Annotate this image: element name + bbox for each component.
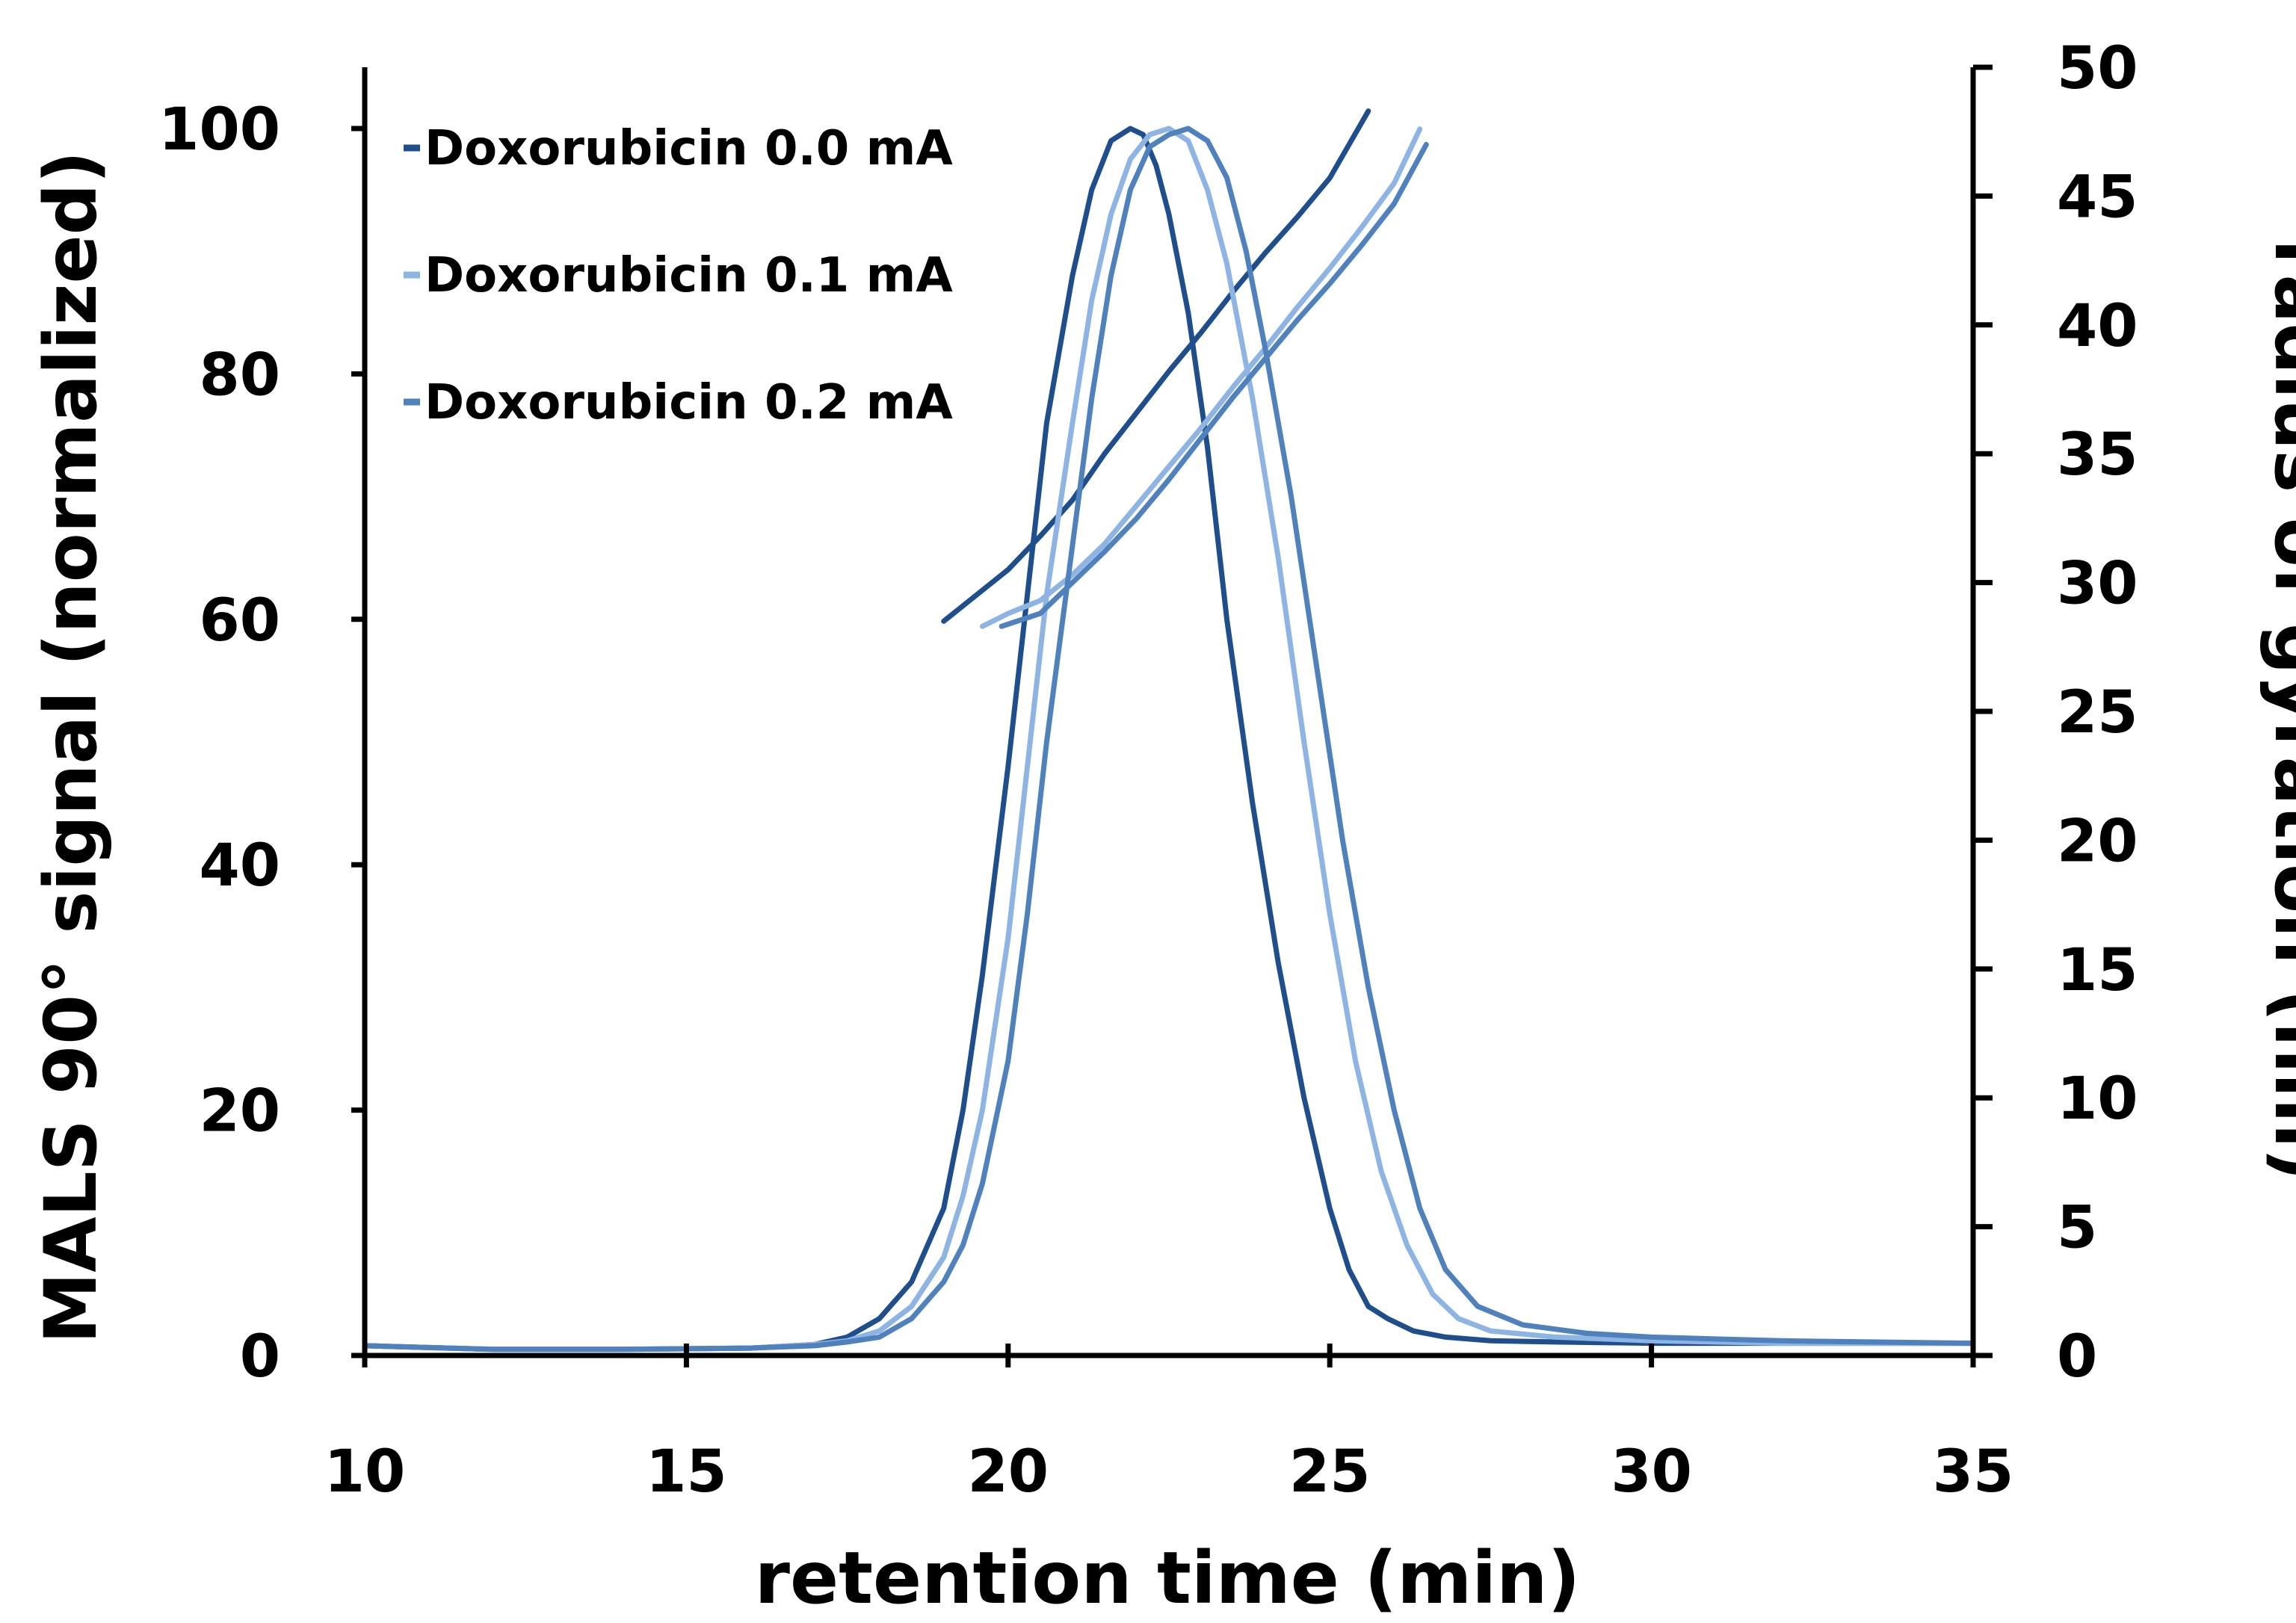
legend-label-0: Doxorubicin 0.0 mA (425, 121, 953, 176)
y2-tick-label: 15 (2057, 937, 2138, 1004)
y2-tick-label: 40 (2057, 293, 2138, 360)
x-tick-label: 25 (1289, 1438, 1371, 1506)
y2-tick-label: 30 (2057, 551, 2138, 618)
y-tick-label: 0 (240, 1323, 280, 1391)
y2-tick-label: 20 (2057, 808, 2138, 875)
x-tick-label: 10 (324, 1438, 406, 1506)
legend: Doxorubicin 0.0 mA Doxorubicin 0.1 mA Doxo… (404, 121, 953, 430)
y-tick-label: 40 (199, 832, 280, 900)
x-tick-label: 20 (968, 1438, 1049, 1506)
x-tick-label: 35 (1933, 1438, 2014, 1506)
y-tick-label: 20 (199, 1078, 280, 1146)
y-tick-label: 80 (199, 341, 280, 409)
axes (351, 64, 1993, 1367)
legend-label-1: Doxorubicin 0.1 mA (425, 248, 953, 303)
rg-line-2 (999, 141, 1429, 629)
x-tick-label: 30 (1611, 1438, 1692, 1506)
y2-tick-label: 10 (2057, 1066, 2138, 1133)
tick-labels: 10 15 20 25 30 35 0 20 40 60 80 100 0 5 10 15 20 25 30 35 40… (158, 35, 2138, 1506)
y2-tick-label: 45 (2057, 164, 2138, 231)
signal-line-1 (362, 126, 1976, 1352)
y2-axis-label: radius of gyration (nm) (2259, 239, 2296, 1181)
y2-tick-label: 50 (2057, 35, 2138, 102)
y2-tick-label: 0 (2057, 1323, 2097, 1391)
y2-tick-label: 5 (2057, 1195, 2097, 1262)
y2-tick-label: 35 (2057, 421, 2138, 489)
series-lines (362, 108, 1976, 1352)
y-tick-label: 100 (158, 96, 280, 164)
signal-line-0 (362, 126, 1976, 1352)
legend-label-2: Doxorubicin 0.2 mA (425, 375, 953, 430)
signal-line-2 (362, 126, 1976, 1352)
rg-line-1 (979, 126, 1423, 629)
rg-line-0 (941, 108, 1371, 624)
y2-tick-label: 25 (2057, 679, 2138, 746)
x-axis-label: retention time (min) (755, 1536, 1581, 1620)
x-tick-label: 15 (646, 1438, 727, 1506)
y-tick-label: 60 (199, 587, 280, 655)
y-axis-label: MALS 90° signal (normalized) (29, 151, 113, 1344)
